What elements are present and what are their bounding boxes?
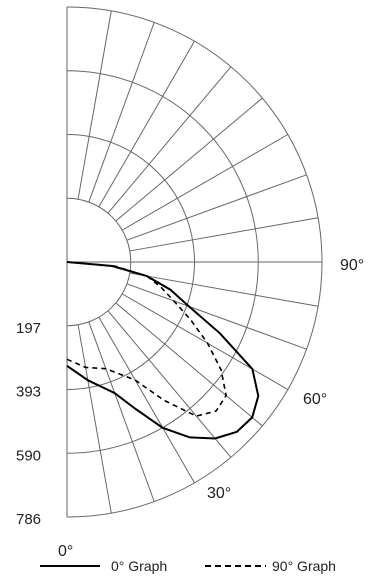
grid-spoke-20 bbox=[88, 321, 155, 502]
radial-tick-786: 786 bbox=[16, 511, 41, 528]
grid-spoke-170 bbox=[77, 10, 112, 200]
grid-spoke-40 bbox=[107, 310, 232, 458]
grid-spoke-100 bbox=[129, 217, 319, 252]
radial-tick-393: 393 bbox=[16, 384, 41, 401]
angle-label-60: 60° bbox=[303, 391, 327, 408]
grid-spoke-130 bbox=[115, 97, 263, 222]
radial-tick-labels: 197 393 590 786 bbox=[16, 320, 41, 528]
legend: 0° Graph 90° Graph bbox=[40, 558, 336, 574]
grid-spoke-10 bbox=[77, 324, 112, 514]
grid-spoke-110 bbox=[126, 174, 307, 241]
legend-dashed-label: 90° Graph bbox=[272, 558, 336, 574]
curve-ninety-degree bbox=[66, 261, 227, 417]
angle-label-0: 0° bbox=[58, 543, 73, 560]
legend-solid-label: 0° Graph bbox=[111, 558, 167, 574]
grid-spoke-50 bbox=[115, 302, 263, 427]
grid-spoke-160 bbox=[88, 22, 155, 203]
grid-spoke-80 bbox=[129, 272, 319, 307]
polar-grid bbox=[66, 6, 323, 518]
curve-zero-degree bbox=[66, 261, 260, 440]
angle-labels: 0° 30° 60° 90° bbox=[58, 257, 364, 560]
curves bbox=[66, 261, 260, 440]
grid-spoke-140 bbox=[107, 66, 232, 214]
grid-spoke-70 bbox=[126, 283, 307, 350]
radial-tick-197: 197 bbox=[16, 320, 41, 337]
grid-spoke-120 bbox=[121, 134, 289, 231]
angle-label-90: 90° bbox=[340, 257, 364, 274]
grid-spoke-30 bbox=[98, 316, 195, 484]
grid-spoke-150 bbox=[98, 40, 195, 208]
grid-spoke-60 bbox=[121, 293, 289, 390]
angle-label-30: 30° bbox=[207, 485, 231, 502]
radial-tick-590: 590 bbox=[16, 447, 41, 464]
